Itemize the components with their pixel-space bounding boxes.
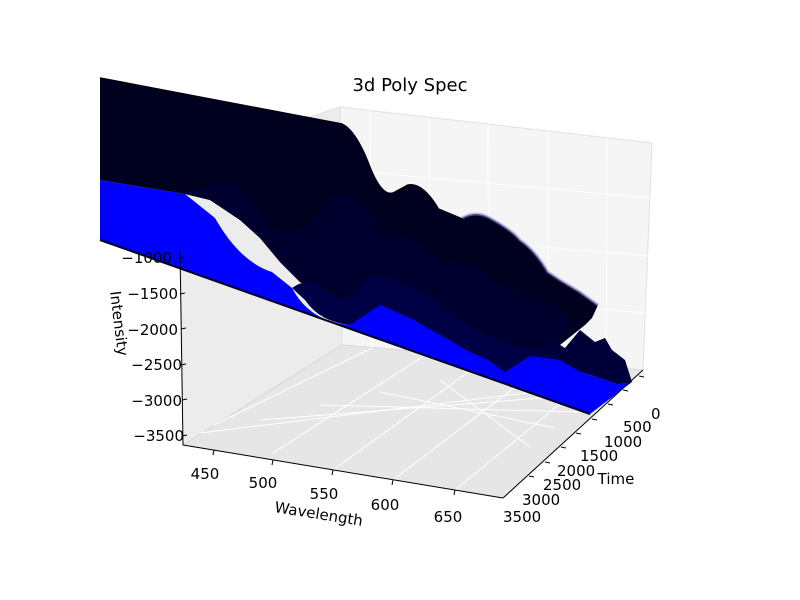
surface-rim-glow <box>461 212 599 307</box>
y-axis-label: Time <box>597 470 635 488</box>
z-tick-label: −1500 <box>127 285 178 303</box>
surface-crest-line <box>99 77 439 209</box>
tick-mark <box>179 256 186 259</box>
tick-mark <box>591 418 598 421</box>
z-tick-label: −3500 <box>133 427 184 445</box>
tick-mark <box>622 389 629 392</box>
surface-front-ridge <box>292 276 632 384</box>
x-tick-labels: 450 500 550 600 650 <box>191 465 463 526</box>
tick-mark <box>181 434 188 437</box>
x-tick-label: 550 <box>310 485 339 503</box>
y-tick-label: 500 <box>623 418 652 436</box>
x-tick-label: 500 <box>249 474 278 492</box>
y-tick-label: 1500 <box>580 447 618 465</box>
tick-mark <box>544 461 551 464</box>
z-tick-label: −2000 <box>127 321 178 339</box>
y-tick-label: 2000 <box>557 462 595 480</box>
y-tick-label: 1000 <box>604 433 642 451</box>
z-tick-label: −3000 <box>131 392 182 410</box>
tick-mark <box>391 479 394 486</box>
tick-mark <box>180 363 187 366</box>
y-tick-label: 3000 <box>522 491 560 509</box>
tick-mark <box>528 475 535 478</box>
tick-mark <box>560 446 567 449</box>
z-tick-labels: −1000 −1500 −2000 −2500 −3000 −3500 <box>121 249 184 445</box>
y-tick-label: 2500 <box>543 476 581 494</box>
tick-mark <box>180 327 187 330</box>
x-tick-label: 600 <box>371 496 400 514</box>
tick-mark <box>179 292 186 295</box>
surface-near-peaks <box>540 330 632 384</box>
x-tick-label: 450 <box>191 465 220 483</box>
tick-marks <box>179 256 645 496</box>
tick-mark <box>331 469 334 476</box>
tick-mark <box>212 449 215 456</box>
tick-mark <box>638 375 645 378</box>
series-surface <box>99 77 632 415</box>
x-tick-label: 650 <box>434 508 463 526</box>
y-tick-label: 0 <box>651 405 661 423</box>
y-tick-label: 3500 <box>503 508 541 526</box>
z-tick-label: −2500 <box>131 356 182 374</box>
z-tick-label: −1000 <box>121 249 172 267</box>
axis-lines <box>179 249 644 499</box>
tick-mark <box>575 432 582 435</box>
tick-mark <box>453 489 456 496</box>
tick-mark <box>607 403 614 406</box>
surface-edge-line <box>99 239 591 415</box>
tick-mark <box>181 398 188 401</box>
chart-title: 3d Poly Spec <box>352 75 467 96</box>
y-tick-labels: 0 500 1000 1500 2000 2500 3000 3500 <box>503 405 661 526</box>
tick-mark <box>271 459 274 466</box>
